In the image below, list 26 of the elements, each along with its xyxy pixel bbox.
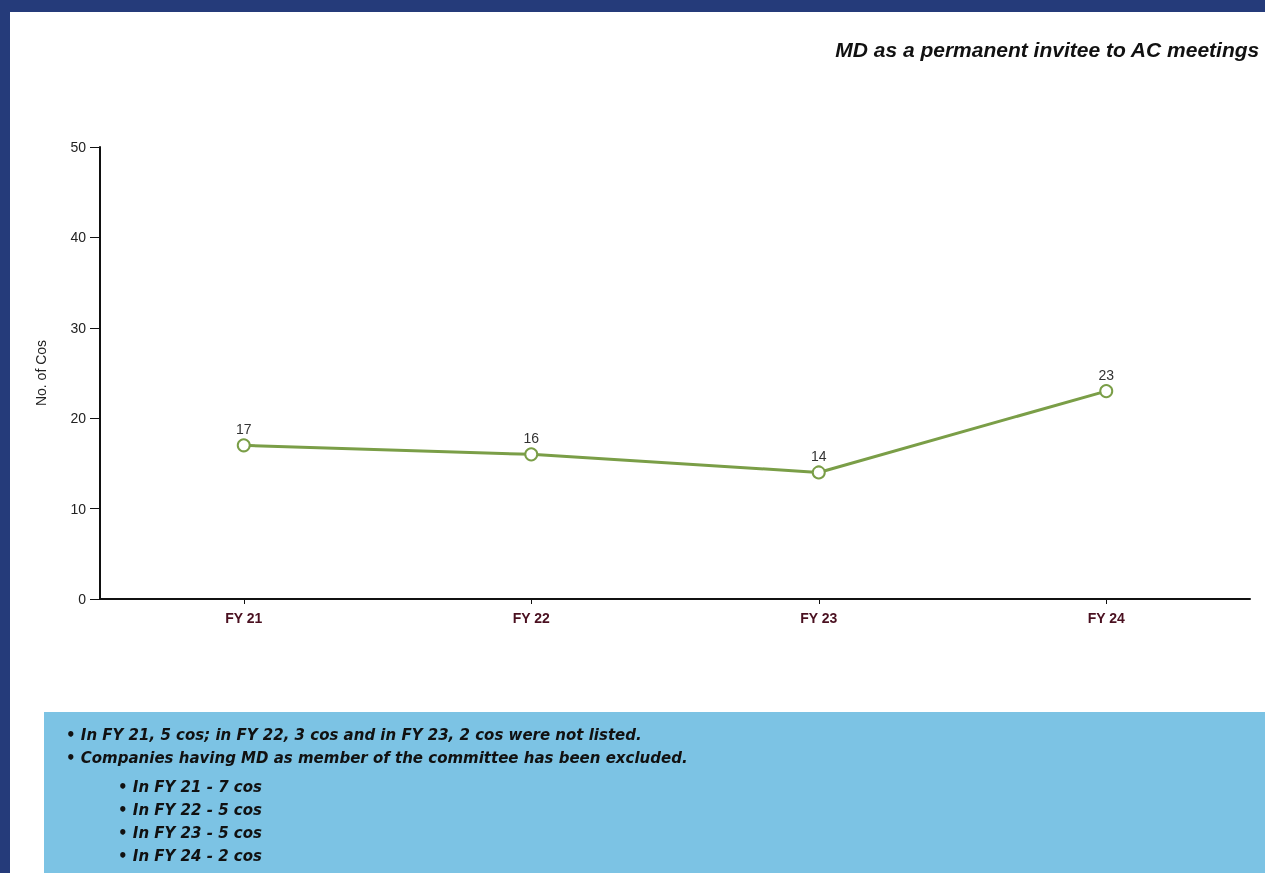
- point: [524, 447, 539, 462]
- text: • In FY 21 - 7 cos: [118, 777, 263, 798]
- x-tick-label: FY 24: [1087, 610, 1126, 626]
- data-label: 23: [1098, 367, 1115, 384]
- y-tick-label: 10: [70, 500, 87, 517]
- data-label: 16: [523, 430, 540, 447]
- y-tick-label: 50: [70, 139, 87, 155]
- text: • In FY 21, 5 cos; in FY 22, 3 cos and in FY 23, 2 cos were not listed.: [66, 725, 643, 746]
- point: [1099, 384, 1114, 399]
- x-tick-label: FY 22: [512, 610, 551, 626]
- point: [811, 465, 826, 480]
- x-tick-label: FY 23: [800, 610, 838, 626]
- y-tick-label: 20: [70, 410, 87, 427]
- y-axis-title: No. of Cos: [33, 339, 49, 407]
- text: • In FY 22 - 5 cos: [118, 800, 263, 821]
- text: • In FY 23 - 5 cos: [118, 823, 263, 844]
- x-tick-label: FY 21: [225, 610, 263, 626]
- data-label: 17: [235, 421, 252, 438]
- text: • In FY 24 - 2 cos: [118, 846, 263, 867]
- point: [236, 438, 251, 453]
- text: • Companies having MD as member of the committee has been excluded.: [66, 749, 688, 767]
- y-tick-label: 30: [70, 319, 87, 336]
- data-label: 14: [810, 448, 827, 465]
- y-tick-label: 40: [70, 229, 87, 246]
- chart-title: MD as a permanent invitee to AC meetings: [835, 38, 1260, 61]
- y-tick-label: 0: [78, 591, 87, 607]
